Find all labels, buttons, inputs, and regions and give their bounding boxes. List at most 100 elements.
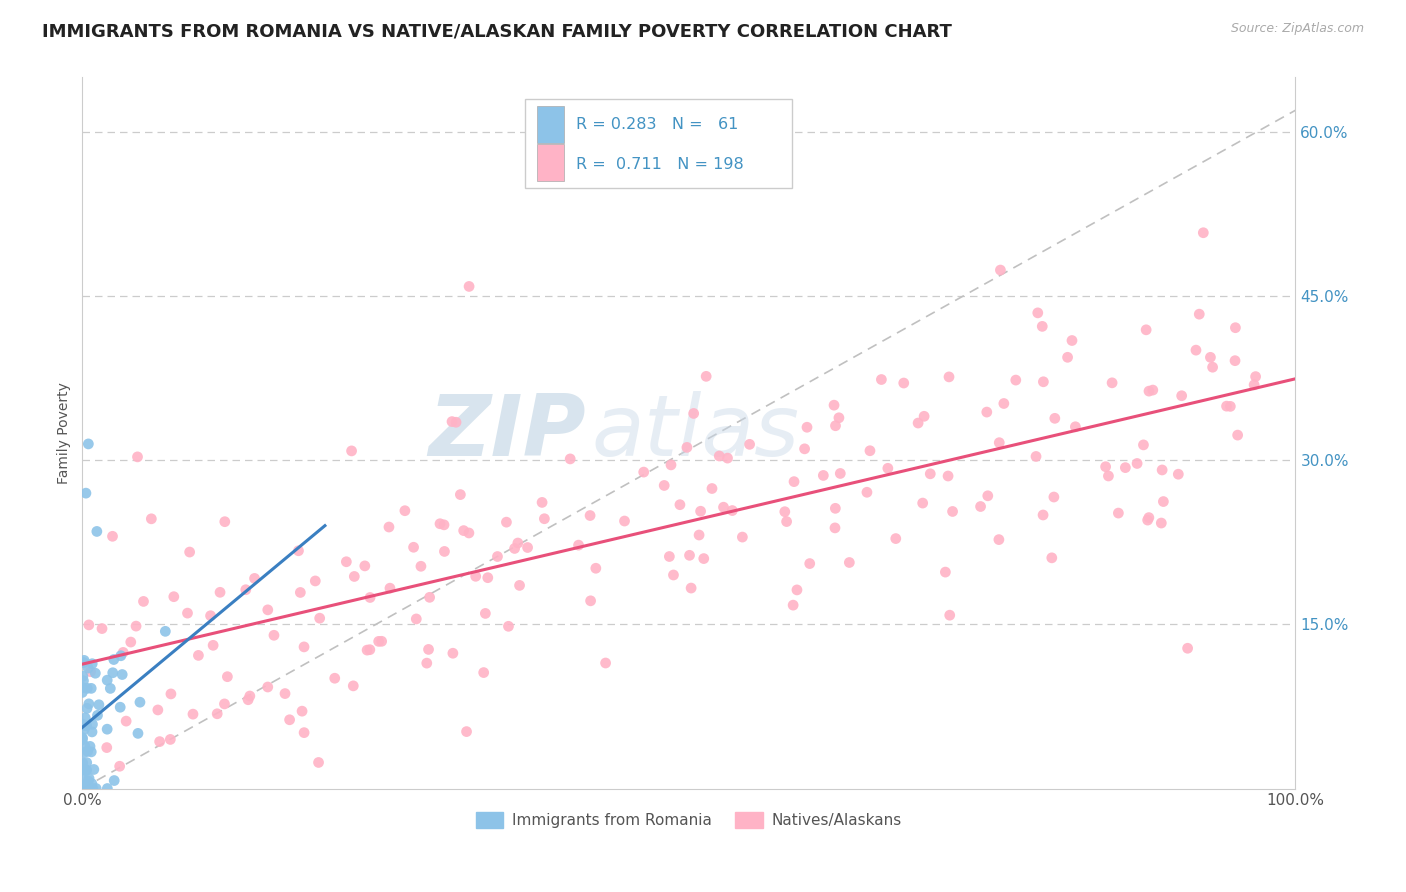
Point [77, 618, 100, 632]
Point [688, 528, 710, 542]
Point [441, 646, 464, 660]
Point [112, 645, 135, 659]
Point [73, 739, 96, 753]
Point [884, 532, 907, 546]
Point [290, 585, 312, 599]
Point [1199, 351, 1222, 365]
Point [79, 739, 101, 754]
Point [516, 541, 538, 555]
Point [477, 571, 499, 585]
Point [418, 642, 440, 657]
Point [783, 475, 806, 489]
Point [782, 598, 804, 612]
Point [1223, 353, 1246, 368]
Point [84, 666, 107, 681]
Text: R =  0.711   N = 198: R = 0.711 N = 198 [576, 157, 744, 171]
Point [72, 673, 94, 688]
Point [976, 405, 998, 419]
Point [96, 722, 118, 736]
Point [256, 603, 278, 617]
Text: atlas: atlas [592, 392, 800, 475]
Point [721, 503, 744, 517]
Point [72, 756, 94, 770]
Point [96, 740, 118, 755]
Point [179, 545, 201, 559]
Point [433, 517, 456, 532]
Point [108, 700, 131, 714]
Point [1135, 323, 1157, 337]
Point [370, 634, 392, 648]
Point [1244, 369, 1267, 384]
Point [1136, 513, 1159, 527]
Point [786, 582, 808, 597]
Point [202, 638, 225, 652]
Point [458, 525, 481, 540]
Text: IMMIGRANTS FROM ROMANIA VS NATIVE/ALASKAN FAMILY POVERTY CORRELATION CHART: IMMIGRANTS FROM ROMANIA VS NATIVE/ALASKA… [42, 22, 952, 40]
Point [444, 415, 467, 429]
Point [936, 469, 959, 483]
Point [72, 656, 94, 670]
Point [613, 514, 636, 528]
Point [495, 515, 517, 529]
Point [125, 619, 148, 633]
Point [84, 781, 107, 796]
Point [353, 558, 375, 573]
Point [920, 467, 942, 481]
Point [934, 565, 956, 579]
Point [378, 520, 401, 534]
Point [682, 407, 704, 421]
Point [503, 541, 526, 556]
Point [824, 521, 846, 535]
Point [416, 656, 439, 670]
Point [990, 263, 1012, 277]
Point [595, 656, 617, 670]
Point [214, 515, 236, 529]
Point [209, 585, 232, 599]
Point [82, 657, 104, 671]
Point [823, 398, 845, 412]
Point [72, 685, 94, 699]
Point [1032, 375, 1054, 389]
Point [103, 652, 125, 666]
Point [1192, 226, 1215, 240]
Point [1152, 494, 1174, 508]
Point [72, 681, 94, 695]
Point [1040, 550, 1063, 565]
Point [738, 437, 761, 451]
Point [449, 487, 471, 501]
Point [731, 530, 754, 544]
Point [278, 713, 301, 727]
Point [120, 635, 142, 649]
Point [912, 409, 935, 424]
Point [340, 443, 363, 458]
Point [799, 557, 821, 571]
Point [828, 410, 851, 425]
Point [129, 695, 152, 709]
Point [274, 687, 297, 701]
Point [1170, 389, 1192, 403]
Point [160, 687, 183, 701]
Point [1126, 457, 1149, 471]
Point [72, 731, 94, 745]
Legend: Immigrants from Romania, Natives/Alaskans: Immigrants from Romania, Natives/Alaskan… [470, 806, 908, 834]
Point [304, 574, 326, 588]
Point [1226, 428, 1249, 442]
Point [876, 461, 898, 475]
Point [659, 458, 682, 472]
Point [472, 665, 495, 680]
Point [669, 498, 692, 512]
Point [83, 763, 105, 777]
Point [159, 732, 181, 747]
Point [830, 467, 852, 481]
Point [773, 505, 796, 519]
Point [132, 594, 155, 608]
Point [308, 756, 330, 770]
Point [127, 726, 149, 740]
Point [1137, 384, 1160, 398]
Point [73, 653, 96, 667]
Point [76, 701, 98, 715]
Point [77, 661, 100, 675]
Point [96, 673, 118, 688]
Point [859, 443, 882, 458]
Point [693, 551, 716, 566]
